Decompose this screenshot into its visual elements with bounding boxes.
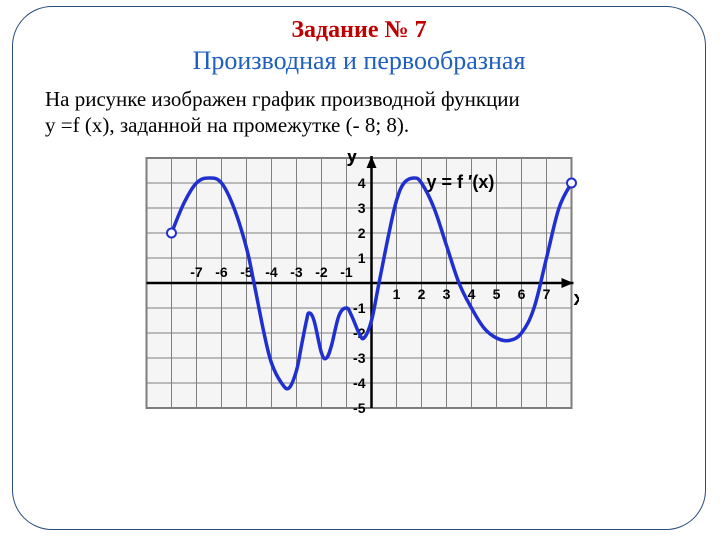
svg-text:-3: -3	[353, 350, 366, 366]
desc-line1: На рисунке изображен график производной …	[45, 87, 520, 111]
svg-text:-5: -5	[353, 400, 366, 416]
svg-text:2: 2	[418, 286, 426, 302]
svg-text:y: y	[346, 153, 358, 167]
svg-text:3: 3	[358, 200, 366, 216]
svg-text:1: 1	[393, 286, 401, 302]
task-title: Задание № 7	[37, 17, 681, 44]
svg-text:4: 4	[358, 175, 366, 191]
svg-text:5: 5	[493, 286, 501, 302]
svg-text:-1: -1	[340, 264, 353, 280]
chart-container: -7-6-5-4-3-2-112345671234-1-2-3-4-5yxy =…	[139, 153, 579, 423]
svg-text:-6: -6	[215, 264, 228, 280]
svg-text:x: x	[574, 288, 580, 310]
derivative-chart: -7-6-5-4-3-2-112345671234-1-2-3-4-5yxy =…	[139, 153, 579, 423]
svg-text:-4: -4	[265, 264, 278, 280]
desc-line2: у =f (x), заданной на промежутке (- 8; 8…	[45, 113, 409, 137]
slide-frame: Задание № 7 Производная и первообразная …	[12, 6, 706, 530]
svg-text:y = f ′(x): y = f ′(x)	[427, 172, 495, 192]
task-description: На рисунке изображен график производной …	[45, 86, 673, 139]
svg-text:7: 7	[543, 286, 551, 302]
svg-text:2: 2	[358, 225, 366, 241]
svg-text:3: 3	[443, 286, 451, 302]
task-subtitle: Производная и первообразная	[37, 46, 681, 76]
svg-text:-1: -1	[353, 300, 366, 316]
svg-text:-3: -3	[290, 264, 303, 280]
svg-text:-7: -7	[190, 264, 203, 280]
svg-text:6: 6	[518, 286, 526, 302]
svg-text:-4: -4	[353, 375, 366, 391]
svg-text:1: 1	[358, 250, 366, 266]
svg-text:-2: -2	[315, 264, 328, 280]
